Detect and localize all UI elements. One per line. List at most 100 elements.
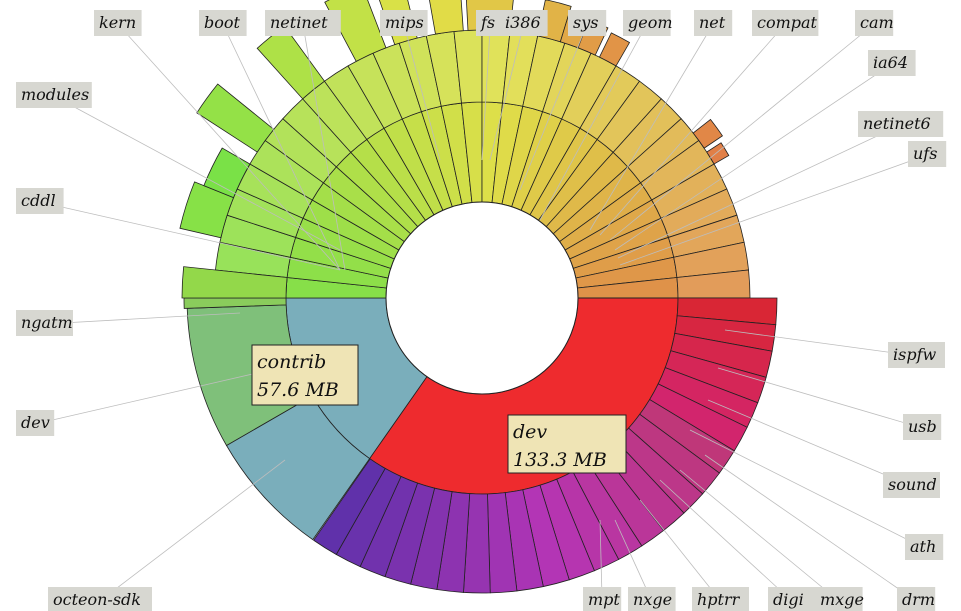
outer-spike bbox=[692, 118, 723, 149]
label-box bbox=[16, 310, 73, 336]
outer-label-nxge: nxge bbox=[628, 587, 676, 611]
outer-labels: kern boot netinet mips fs i386 sys geom net compa… bbox=[16, 10, 947, 611]
label-box bbox=[623, 10, 671, 36]
center-hole bbox=[385, 201, 579, 395]
leader-line bbox=[717, 367, 923, 429]
label-box bbox=[583, 587, 622, 611]
label-box bbox=[628, 587, 676, 611]
leader-line bbox=[117, 23, 341, 271]
outer-label-ia64: ia64 bbox=[868, 50, 916, 76]
label-text: sys bbox=[573, 13, 598, 32]
callout-dev-name: dev bbox=[513, 421, 547, 443]
leader-lines bbox=[35, 23, 928, 602]
outer-label-ngatm: ngatm bbox=[16, 310, 73, 336]
leader-line bbox=[519, 23, 588, 191]
label-text: geom bbox=[628, 13, 673, 32]
label-text: ufs bbox=[913, 144, 937, 163]
label-box bbox=[380, 10, 428, 36]
outer-label-cddl: cddl bbox=[16, 188, 64, 214]
label-text: cddl bbox=[21, 191, 56, 210]
label-box bbox=[16, 188, 64, 214]
label-text: modules bbox=[21, 85, 89, 104]
outer-spike bbox=[429, 0, 464, 35]
label-text: dev bbox=[21, 413, 50, 432]
label-box bbox=[855, 10, 894, 36]
leader-line bbox=[707, 399, 912, 487]
dev-child-segment bbox=[313, 458, 386, 556]
label-box bbox=[199, 10, 247, 36]
label-text: netinet bbox=[270, 13, 328, 32]
leader-line bbox=[99, 459, 286, 602]
label-box bbox=[752, 10, 819, 36]
leader-line bbox=[617, 124, 901, 259]
slice-ngatm-b bbox=[181, 266, 288, 299]
label-text: drm bbox=[902, 590, 935, 609]
leader-line bbox=[619, 154, 928, 266]
label-box bbox=[858, 111, 944, 137]
callout-contrib-name: contrib bbox=[257, 351, 326, 373]
label-text: sound bbox=[888, 475, 937, 494]
label-text: boot bbox=[204, 13, 241, 32]
outer-label-ispfw: ispfw bbox=[888, 342, 945, 368]
label-text: mpt bbox=[588, 590, 620, 609]
outer-label-ufs: ufs bbox=[908, 141, 947, 167]
label-text: fs bbox=[480, 13, 495, 32]
outer-spike bbox=[598, 32, 631, 67]
leader-line bbox=[724, 329, 917, 357]
label-box bbox=[500, 10, 548, 36]
outer-label-compat: compat bbox=[752, 10, 819, 36]
label-text: ia64 bbox=[873, 53, 908, 72]
outer-label-sys: sys bbox=[568, 10, 607, 36]
leader-line bbox=[481, 23, 491, 161]
callout-contrib: contrib 57.6 MB bbox=[251, 344, 359, 406]
outer-label-hptrr: hptrr bbox=[692, 587, 749, 611]
leader-line bbox=[689, 429, 925, 549]
outer-label-geom: geom bbox=[623, 10, 673, 36]
label-box bbox=[48, 587, 152, 611]
leader-line bbox=[639, 499, 721, 602]
label-text: usb bbox=[908, 417, 937, 436]
label-box bbox=[905, 534, 944, 560]
label-box bbox=[868, 50, 916, 76]
outer-label-net: net bbox=[694, 10, 733, 36]
label-text: hptrr bbox=[697, 590, 741, 609]
leader-line bbox=[609, 23, 875, 241]
leader-line bbox=[302, 23, 346, 271]
sunburst-rings bbox=[179, 0, 778, 594]
leader-line bbox=[35, 369, 271, 425]
outer-label-kern: kern bbox=[94, 10, 142, 36]
label-text: digi bbox=[773, 590, 804, 609]
outer-label-mxge: mxge bbox=[815, 587, 864, 611]
outer-label-mips: mips bbox=[380, 10, 428, 36]
label-box bbox=[265, 10, 341, 36]
outer-label-mpt: mpt bbox=[583, 587, 622, 611]
callout-contrib-box bbox=[251, 344, 359, 406]
label-text: mips bbox=[385, 13, 424, 32]
leader-line bbox=[679, 469, 840, 602]
leader-line bbox=[539, 23, 648, 221]
outer-spike bbox=[196, 83, 275, 153]
leader-line bbox=[39, 201, 341, 271]
outer-label-digi: digi bbox=[768, 587, 816, 611]
leader-line bbox=[489, 23, 525, 161]
label-box bbox=[768, 587, 816, 611]
label-box bbox=[883, 472, 940, 498]
leader-line bbox=[589, 23, 714, 231]
label-text: ath bbox=[910, 537, 936, 556]
leader-line bbox=[44, 312, 241, 325]
outer-label-boot: boot bbox=[199, 10, 247, 36]
label-box bbox=[908, 141, 947, 167]
outer-label-sound: sound bbox=[883, 472, 940, 498]
outer-spike bbox=[256, 25, 326, 100]
label-text: ispfw bbox=[893, 345, 936, 364]
label-box bbox=[94, 10, 142, 36]
label-box bbox=[815, 587, 863, 611]
outer-label-drm: drm bbox=[897, 587, 936, 611]
label-text: mxge bbox=[820, 590, 864, 609]
leader-line bbox=[222, 23, 341, 271]
leader-line bbox=[659, 479, 793, 602]
label-text: octeon-sdk bbox=[53, 590, 141, 609]
outer-label-modules: modules bbox=[16, 82, 92, 108]
label-text: nxge bbox=[633, 590, 672, 609]
callout-dev-box bbox=[507, 414, 627, 474]
